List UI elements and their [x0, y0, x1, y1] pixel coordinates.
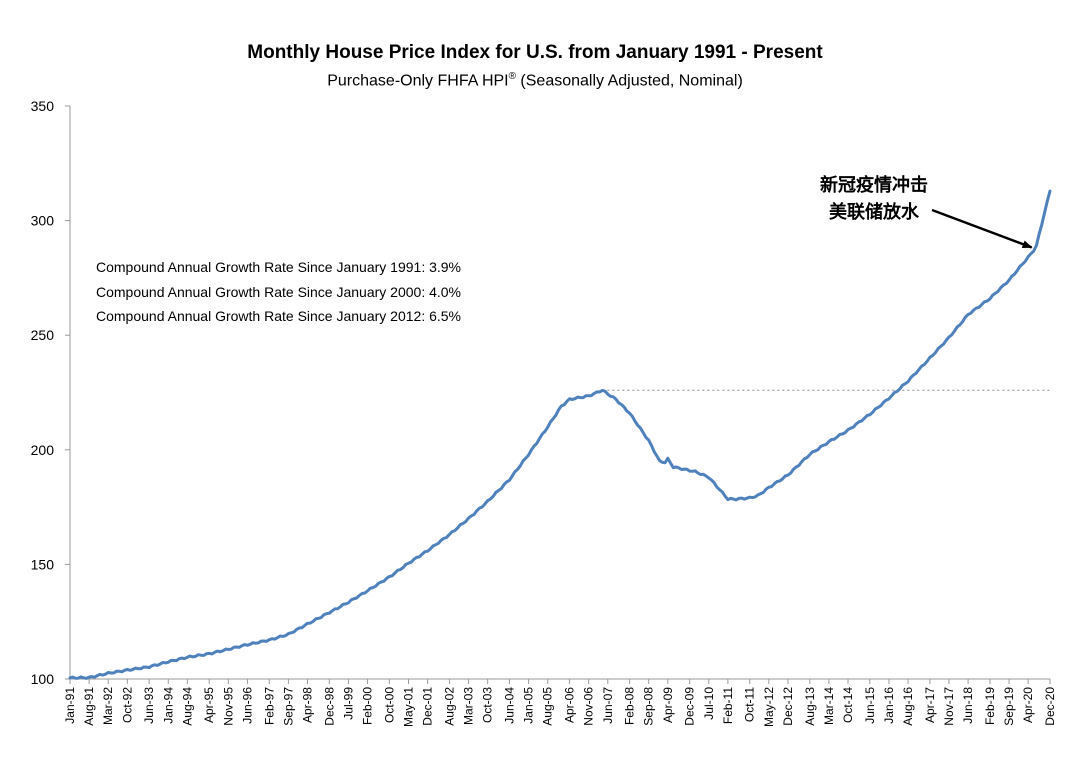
- x-tick-label: Sep-08: [642, 687, 656, 726]
- x-tick-label: Jul-99: [341, 687, 355, 720]
- x-tick-label: Apr-98: [300, 687, 314, 723]
- x-tick-label: Apr-17: [923, 687, 937, 723]
- x-tick-label: Dec-20: [1043, 687, 1057, 726]
- x-tick-label: Mar-92: [101, 687, 115, 725]
- y-tick-label: 300: [31, 213, 55, 229]
- x-tick-label: Mar-03: [462, 687, 476, 725]
- x-tick-label: Jun-07: [601, 687, 615, 724]
- x-tick-label: Oct-11: [743, 687, 757, 722]
- x-tick-label: Aug-13: [803, 687, 817, 726]
- x-tick-label: Feb-11: [721, 687, 735, 724]
- x-tick-label: Aug-94: [180, 687, 194, 726]
- y-tick-label: 250: [31, 327, 55, 343]
- x-tick-label: Apr-95: [202, 687, 216, 723]
- x-tick-label: Jul-10: [702, 687, 716, 720]
- x-tick-label: Apr-20: [1021, 687, 1035, 723]
- x-axis-ticks: Jan-91 Aug-91 Mar-92 Oct-92 Jun-93 Jan-94 Aug-…: [63, 679, 1057, 727]
- x-tick-label: Oct-92: [120, 687, 134, 723]
- x-tick-label: Dec-01: [421, 687, 435, 726]
- x-tick-label: Oct-14: [841, 687, 855, 723]
- series-group: [68, 189, 1052, 680]
- chart-subtitle: Purchase-Only FHFA HPI® (Seasonally Adju…: [0, 71, 1070, 90]
- x-tick-label: Oct-00: [382, 687, 396, 723]
- x-tick-label: Feb-19: [983, 687, 997, 725]
- x-tick-label: Nov-17: [942, 687, 956, 726]
- x-tick-label: Feb-00: [361, 687, 375, 725]
- annotation-line-2: 美联储放水: [829, 202, 919, 223]
- registered-mark: ®: [508, 71, 516, 82]
- x-tick-label: Jan-94: [161, 687, 175, 724]
- x-tick-label: Mar-14: [822, 687, 836, 725]
- x-tick-label: Dec-09: [683, 687, 697, 726]
- x-tick-label: Nov-95: [221, 687, 235, 726]
- x-tick-label: May-01: [401, 687, 415, 727]
- x-tick-label: Dec-12: [781, 687, 795, 726]
- y-tick-label: 350: [31, 98, 55, 114]
- x-tick-label: Sep-97: [281, 687, 295, 726]
- y-axis-ticks: 100 150 200 250 300 350: [31, 98, 70, 687]
- x-tick-label: Jun-04: [502, 687, 516, 724]
- x-tick-label: Aug-02: [442, 687, 456, 726]
- x-tick-label: Jun-96: [240, 687, 254, 724]
- x-tick-label: Aug-91: [82, 687, 96, 726]
- y-tick-label: 150: [31, 556, 55, 572]
- x-tick-label: Jan-91: [63, 687, 77, 724]
- growth-rate-2000: Compound Annual Growth Rate Since Januar…: [96, 283, 462, 300]
- x-tick-label: Aug-16: [901, 687, 915, 726]
- x-tick-label: Dec-98: [322, 687, 336, 726]
- chart-title: Monthly House Price Index for U.S. from …: [247, 42, 823, 63]
- x-tick-label: Nov-06: [582, 687, 596, 726]
- subtitle-tail: (Seasonally Adjusted, Nominal): [515, 72, 743, 90]
- x-tick-label: Aug-05: [541, 687, 555, 726]
- growth-rate-2012: Compound Annual Growth Rate Since Januar…: [96, 308, 462, 324]
- annotation-line-1: 新冠疫情冲击: [820, 175, 928, 196]
- growth-rate-1991: Compound Annual Growth Rate Since Januar…: [96, 259, 462, 275]
- annotation-arrow-group: [931, 208, 1033, 249]
- y-tick-label: 100: [31, 671, 55, 687]
- x-tick-label: Feb-08: [623, 687, 637, 725]
- x-tick-label: Apr-09: [661, 687, 675, 723]
- x-tick-label: Jun-15: [863, 687, 877, 724]
- x-tick-label: Apr-06: [563, 687, 577, 723]
- x-tick-label: Sep-19: [1002, 687, 1016, 726]
- x-tick-label: Feb-97: [262, 687, 276, 725]
- x-tick-label: Jun-93: [142, 687, 156, 724]
- subtitle-main: Purchase-Only FHFA HPI: [327, 72, 509, 90]
- x-tick-label: Oct-03: [481, 687, 495, 723]
- growth-rate-stats: Compound Annual Growth Rate Since Januar…: [96, 255, 461, 329]
- y-tick-label: 200: [31, 442, 55, 458]
- x-tick-label: May-12: [762, 687, 776, 727]
- annotation-arrow: [931, 208, 1033, 249]
- hpi-series-line: [68, 189, 1052, 680]
- x-tick-label: Jun-18: [961, 687, 975, 724]
- x-tick-label: Jan-05: [522, 687, 536, 724]
- covid-annotation: 新冠疫情冲击 美联储放水: [800, 172, 948, 226]
- x-tick-label: Jan-16: [882, 687, 896, 724]
- axes: [69, 106, 1050, 680]
